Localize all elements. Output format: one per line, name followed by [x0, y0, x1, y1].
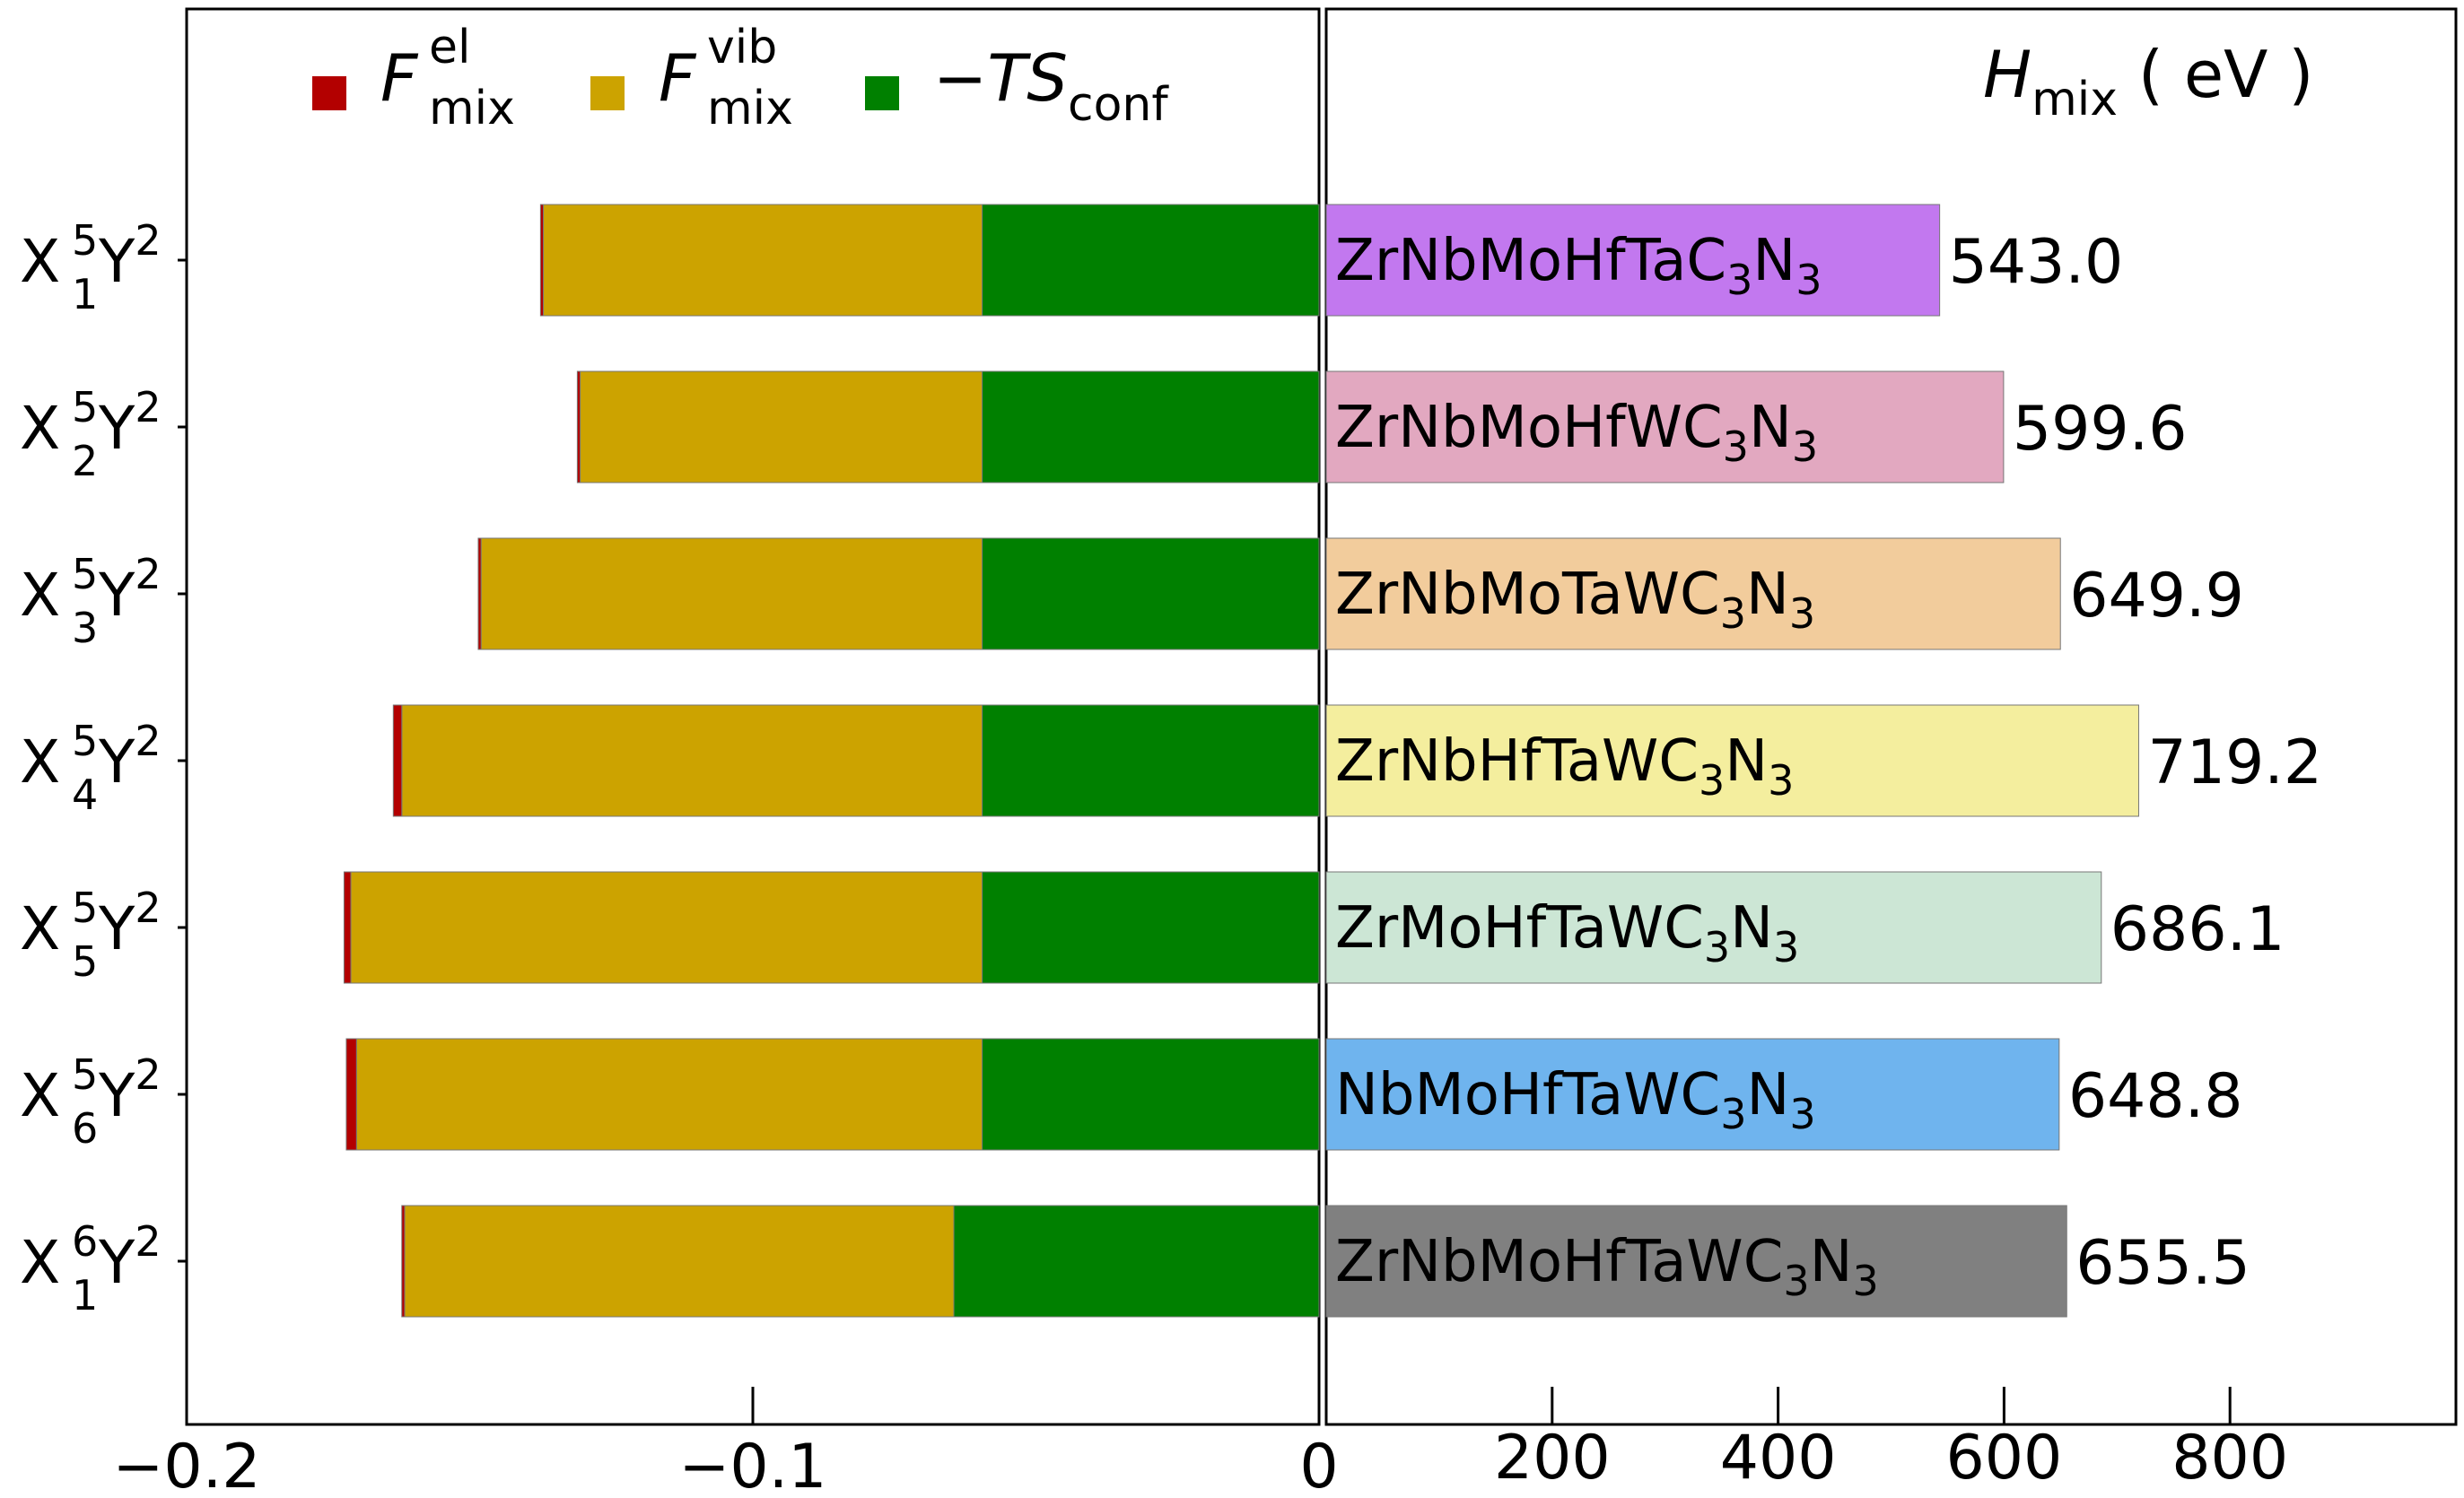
- right-bar-4: [1325, 704, 2139, 817]
- value-label-4: 719.2: [2147, 727, 2322, 798]
- right-axis-title: Hmix ( eV ): [1983, 37, 2313, 126]
- row-label-3: X 5 3Y2: [20, 550, 162, 652]
- left-bar-f-el-4: [392, 704, 403, 817]
- left-bar-f-vib-1: [543, 204, 983, 317]
- legend-swatch-1: [312, 76, 346, 110]
- left-bar-ts-conf-1: [982, 204, 1320, 317]
- bar-label-1: ZrNbMoHfTaC3N3: [1335, 228, 1822, 304]
- left-bar-f-vib-7: [404, 1205, 955, 1318]
- right-x-tick-label: 200: [1494, 1423, 1611, 1494]
- right-x-tick-label: 400: [1720, 1423, 1837, 1494]
- left-bar-f-vib-6: [355, 1038, 983, 1151]
- left-bar-ts-conf-5: [982, 871, 1320, 984]
- row-label-5: X 5 5Y2: [20, 884, 162, 986]
- value-label-1: 543.0: [1949, 227, 2124, 298]
- row-label-4: X 5 4Y2: [20, 717, 162, 819]
- left-x-tick-label: −0.1: [678, 1432, 826, 1498]
- right-x-tick-label: 600: [1946, 1423, 2063, 1494]
- right-x-tick-label: 800: [2171, 1423, 2288, 1494]
- left-bar-f-el-7: [401, 1205, 406, 1318]
- value-label-6: 648.8: [2068, 1061, 2243, 1132]
- left-bar-f-el-3: [477, 537, 482, 650]
- left-bar-f-vib-5: [350, 871, 983, 984]
- left-bar-f-el-6: [345, 1038, 357, 1151]
- row-label-7: X 6 1Y2: [20, 1217, 162, 1319]
- row-label-6: X 5 6Y2: [20, 1050, 162, 1153]
- left-x-tick-label: 0: [1299, 1432, 1338, 1498]
- bar-label-6: NbMoHfTaWC3N3: [1335, 1062, 1816, 1138]
- left-panel: X 5 1Y2 X 5 2Y2 X 5 3Y2 X 5 4Y2 X 5 5Y2 X 5 6Y2 X 6 1Y2 −0.2 −…: [20, 7, 1339, 1498]
- left-x-tick-label: −0.2: [112, 1432, 260, 1498]
- right-panel: ZrNbMoHfTaC3N3 543.0 ZrNbMoHfWC3N3 599.6 ZrN…: [1324, 7, 2458, 1494]
- right-bar-6: [1325, 1038, 2060, 1151]
- bar-label-3: ZrNbMoTaWC3N3: [1335, 562, 1815, 638]
- left-bar-f-el-2: [576, 370, 581, 483]
- bar-label-2: ZrNbMoHfWC3N3: [1335, 395, 1818, 471]
- left-bar-f-el-1: [539, 204, 545, 317]
- left-bar-f-el-5: [343, 871, 352, 984]
- left-bar-ts-conf-4: [982, 704, 1320, 817]
- legend-label-3: −TSconf: [933, 40, 1169, 132]
- left-bar-ts-conf-2: [982, 370, 1320, 483]
- left-bar-ts-conf-3: [982, 537, 1320, 650]
- bar-label-7: ZrNbMoHfTaWC3N3: [1335, 1229, 1879, 1305]
- legend-swatch-2: [590, 76, 625, 110]
- value-label-2: 599.6: [2013, 394, 2188, 465]
- right-bar-3: [1325, 537, 2061, 650]
- row-label-2: X 5 2Y2: [20, 383, 162, 485]
- value-label-5: 686.1: [2110, 894, 2285, 965]
- right-bar-1: [1325, 204, 1941, 317]
- right-bar-7: [1325, 1205, 2067, 1318]
- bar-label-5: ZrMoHfTaWC3N3: [1335, 895, 1799, 971]
- right-bar-2: [1325, 370, 2005, 483]
- left-bar-f-vib-3: [480, 537, 983, 650]
- row-label-1: X 5 1Y2: [20, 216, 162, 318]
- value-label-7: 655.5: [2075, 1228, 2250, 1299]
- value-label-3: 649.9: [2069, 561, 2244, 631]
- left-bar-f-vib-4: [401, 704, 983, 817]
- bar-label-4: ZrNbHfTaWC3N3: [1335, 728, 1794, 805]
- right-bar-5: [1325, 871, 2102, 984]
- left-bar-ts-conf-7: [953, 1205, 1320, 1318]
- left-bar-f-vib-2: [580, 370, 983, 483]
- legend-swatch-3: [865, 76, 899, 110]
- left-bar-ts-conf-6: [982, 1038, 1320, 1151]
